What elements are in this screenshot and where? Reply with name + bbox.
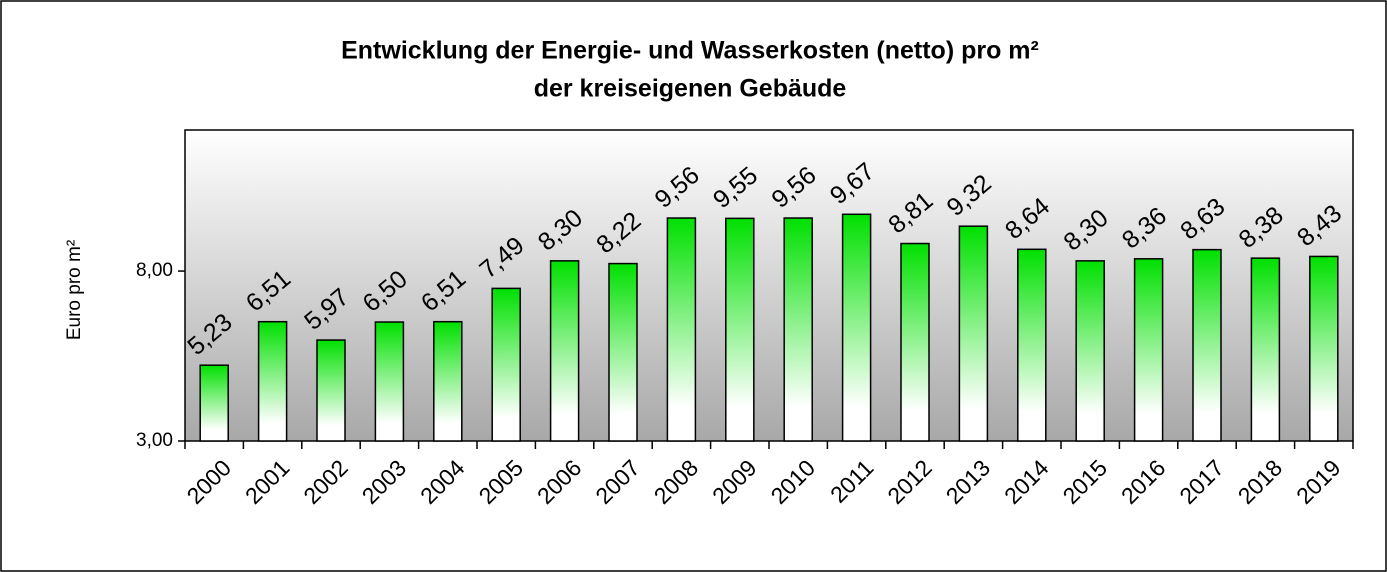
x-tick-label: 2001	[240, 454, 295, 509]
x-tick-label: 2019	[1291, 454, 1346, 509]
x-tick-label: 2012	[882, 454, 937, 509]
bar	[549, 260, 580, 442]
x-tick-label: 2003	[357, 454, 412, 509]
bar	[841, 213, 872, 442]
x-tick-label: 2008	[649, 454, 704, 509]
bar	[1075, 260, 1105, 442]
bar	[1017, 248, 1047, 442]
x-tick-label: 2005	[473, 454, 528, 509]
bar	[608, 262, 638, 442]
bar	[1250, 257, 1281, 442]
bar	[783, 217, 813, 442]
bar	[1133, 258, 1164, 442]
x-tick-label: 2007	[590, 454, 645, 509]
bar	[725, 217, 755, 442]
bar	[257, 320, 288, 442]
x-tick-label: 2014	[999, 454, 1054, 509]
bar	[900, 242, 930, 442]
bar	[374, 321, 405, 442]
bar	[433, 320, 463, 442]
x-tick-label: 2013	[941, 454, 996, 509]
x-tick-label: 2016	[1116, 454, 1171, 509]
bar	[1309, 255, 1339, 442]
x-tick-label: 2011	[825, 454, 878, 507]
plot-area	[184, 129, 1354, 442]
chart-title: der kreiseigenen Gebäude	[534, 75, 847, 103]
chart-title: Entwicklung der Energie- und Wasserkoste…	[341, 37, 1039, 65]
bar	[1192, 248, 1222, 442]
y-tick-label: 3,00	[136, 430, 173, 451]
y-axis-label: Euro pro m²	[64, 240, 85, 340]
x-tick-label: 2010	[765, 454, 820, 509]
bar	[491, 287, 521, 442]
bar	[958, 225, 989, 442]
x-tick-label: 2015	[1057, 454, 1112, 509]
y-tick-label: 8,00	[136, 260, 173, 281]
x-tick-label: 2017	[1174, 454, 1229, 509]
x-tick-label: 2006	[532, 454, 587, 509]
bar	[666, 217, 697, 442]
x-tick-label: 2004	[415, 454, 470, 509]
bar	[316, 339, 346, 442]
bar	[199, 364, 229, 442]
x-tick-label: 2009	[707, 454, 762, 509]
x-tick-label: 2002	[298, 454, 353, 509]
x-tick-label: 2000	[181, 454, 236, 509]
x-tick-label: 2018	[1233, 454, 1288, 509]
